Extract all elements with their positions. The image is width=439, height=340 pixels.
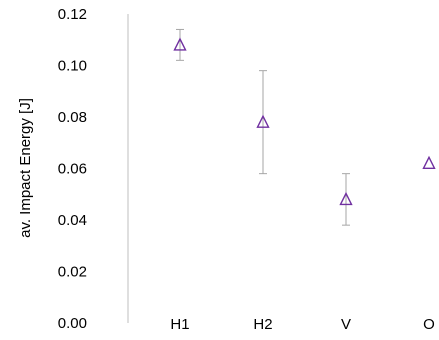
data-point-triangle: [422, 155, 436, 170]
y-tick-label: 0.04: [58, 212, 87, 229]
error-bars: [176, 28, 350, 226]
y-tick-label: 0.08: [58, 109, 87, 126]
y-axis-title: av. Impact Energy [J]: [17, 98, 34, 238]
x-category-label: V: [341, 316, 351, 333]
x-category-label: H1: [170, 316, 189, 333]
data-point-triangle: [256, 114, 270, 128]
y-tick-label: 0.06: [58, 161, 87, 178]
y-tick-label: 0.00: [58, 315, 87, 332]
x-category-label: O: [423, 316, 435, 333]
y-tick-label: 0.10: [58, 58, 87, 75]
data-point-triangle: [339, 191, 353, 206]
y-tick-label: 0.02: [58, 264, 87, 281]
x-category-label: H2: [253, 316, 272, 333]
y-tick-label: 0.12: [58, 6, 87, 23]
x-axis-category-labels: H1 H2 V O: [170, 316, 434, 333]
data-point-triangle: [173, 37, 187, 51]
y-axis-ticks: 0.00 0.02 0.04 0.06 0.08 0.10 0.12: [58, 6, 87, 332]
data-markers: [173, 37, 436, 206]
